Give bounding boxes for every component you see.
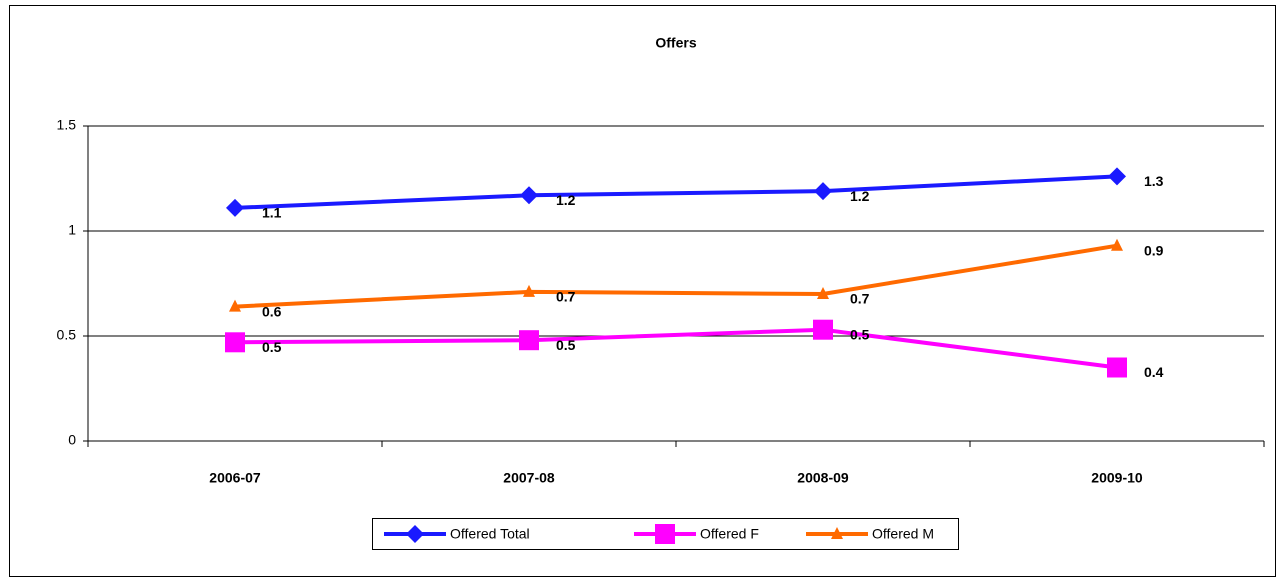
x-tick-label: 2008-09 <box>797 470 849 486</box>
data-point <box>523 284 535 297</box>
data-point <box>1111 238 1123 251</box>
y-tick-label: 0.5 <box>57 327 77 343</box>
data-point <box>814 182 832 201</box>
y-tick-label: 1.5 <box>57 117 77 133</box>
data-point <box>519 330 539 351</box>
data-label: 1.3 <box>1144 173 1164 189</box>
data-point <box>226 198 244 217</box>
data-label: 0.7 <box>850 291 870 307</box>
data-label: 1.1 <box>262 205 282 221</box>
data-point <box>813 319 833 340</box>
data-label: 0.9 <box>1144 242 1164 258</box>
data-label: 0.5 <box>262 339 282 355</box>
data-label: 0.7 <box>556 289 576 305</box>
data-label: 1.2 <box>556 192 576 208</box>
data-label: 0.5 <box>556 337 576 353</box>
data-point <box>1107 357 1127 378</box>
data-point <box>225 332 245 353</box>
data-label: 0.4 <box>1144 364 1164 380</box>
legend-label: Offered Total <box>450 526 530 542</box>
x-tick-label: 2009-10 <box>1091 470 1143 486</box>
chart-title: Offers <box>655 35 696 51</box>
data-point <box>229 299 241 312</box>
y-tick-label: 0 <box>68 432 76 448</box>
data-point <box>817 287 829 299</box>
legend-marker <box>831 527 843 539</box>
series-line <box>234 243 1118 309</box>
data-point <box>520 186 538 205</box>
data-label: 1.2 <box>850 188 870 204</box>
series-line <box>234 327 1118 370</box>
y-tick-label: 1 <box>68 222 76 238</box>
legend-marker <box>406 525 424 543</box>
legend-label: Offered F <box>700 526 759 542</box>
data-point <box>1108 167 1126 186</box>
x-tick-label: 2006-07 <box>209 470 261 486</box>
legend-marker <box>655 524 675 544</box>
series-line <box>234 174 1118 210</box>
data-label: 0.6 <box>262 303 282 319</box>
legend-label: Offered M <box>872 526 934 542</box>
data-label: 0.5 <box>850 326 870 342</box>
x-tick-label: 2007-08 <box>503 470 555 486</box>
